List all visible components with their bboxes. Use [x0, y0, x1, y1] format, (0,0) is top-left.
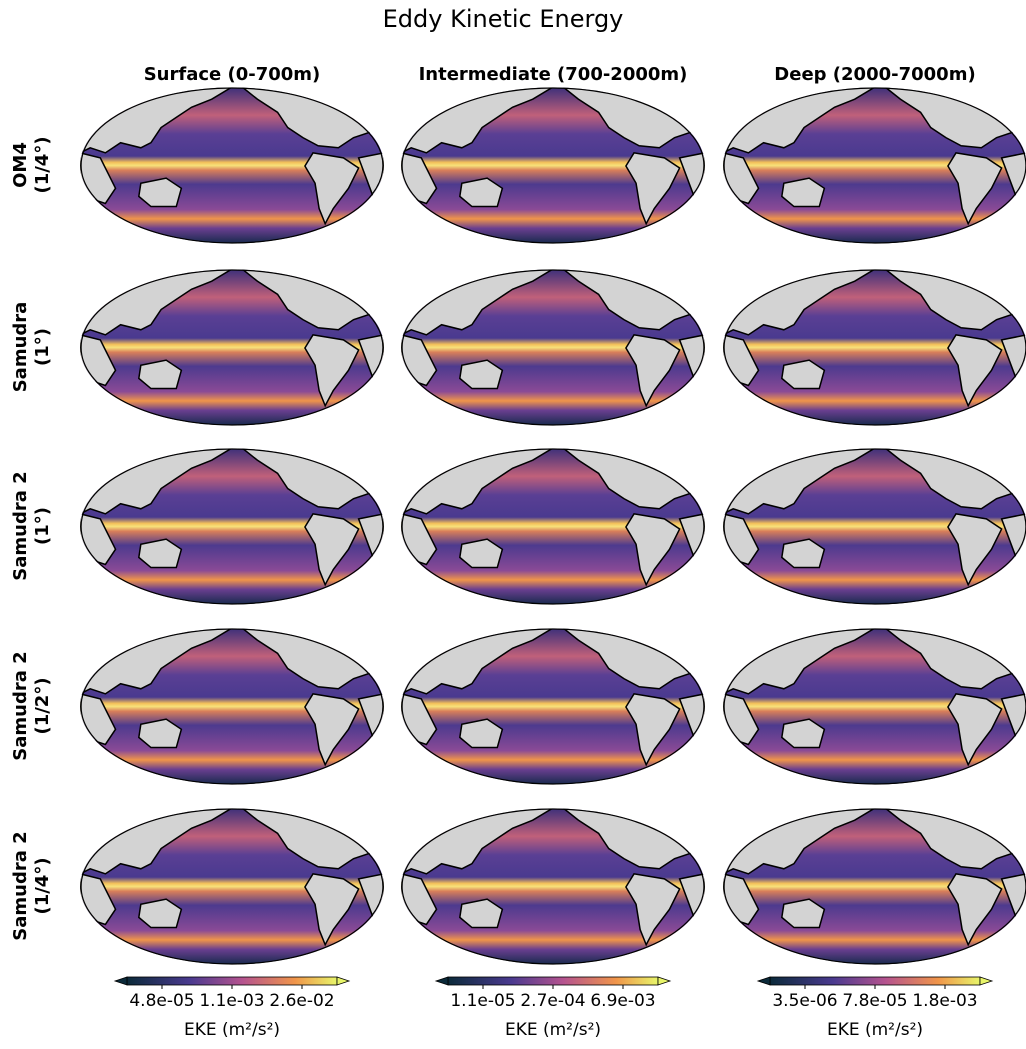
map-panel — [401, 808, 705, 965]
colorbar-extend — [434, 976, 449, 986]
row-label: Samudra 2 (1°) — [10, 471, 53, 580]
map-panel — [723, 269, 1026, 426]
column-title: Surface (0-700m) — [144, 64, 321, 85]
map-panel — [80, 808, 384, 965]
colorbar-tick-label: 7.8e-05 — [842, 991, 907, 1011]
row-label-line: OM4 — [10, 142, 31, 188]
row-label-line: (1/4°) — [32, 136, 53, 193]
row-label-line: (1/2°) — [32, 677, 53, 734]
row-label-line: Samudra 2 — [10, 651, 31, 760]
colorbar-extend — [336, 976, 351, 986]
colorbar-tick-label: 1.1e-05 — [450, 991, 515, 1011]
column-title: Deep (2000-7000m) — [774, 64, 975, 85]
colorbar-extend — [657, 976, 672, 986]
row-label-line: Samudra 2 — [10, 471, 31, 580]
row-label-line: (1/4°) — [32, 857, 53, 914]
row-label: Samudra 2 (1/2°) — [10, 651, 53, 760]
row-label-line: Samudra — [10, 302, 31, 393]
map-panel — [401, 628, 705, 785]
row-label: Samudra 2 (1/4°) — [10, 831, 53, 940]
colorbar-tick-label: 1.8e-03 — [912, 991, 977, 1011]
colorbar-extend — [756, 976, 771, 986]
map-panel — [723, 628, 1026, 785]
colorbar-label: EKE (m²/s²) — [827, 1020, 923, 1040]
colorbar-extend — [979, 976, 994, 986]
colorbar-tick-label: 1.1e-03 — [199, 991, 264, 1011]
column-title: Intermediate (700-2000m) — [419, 64, 688, 85]
map-panel — [80, 628, 384, 785]
row-label-line: (1°) — [32, 328, 53, 366]
colorbar — [447, 976, 659, 986]
colorbar-tick-label: 4.8e-05 — [129, 991, 194, 1011]
colorbar — [126, 976, 338, 986]
map-panel — [401, 448, 705, 605]
row-label: Samudra (1°) — [10, 302, 53, 393]
colorbar-label: EKE (m²/s²) — [184, 1020, 280, 1040]
colorbar-tick-label: 2.7e-04 — [520, 991, 585, 1011]
colorbar-label: EKE (m²/s²) — [505, 1020, 601, 1040]
map-panel — [80, 87, 384, 244]
map-panel — [80, 269, 384, 426]
colorbar-tick-label: 2.6e-02 — [269, 991, 334, 1011]
map-panel — [723, 87, 1026, 244]
colorbar-extend — [113, 976, 128, 986]
colorbar-tick-label: 3.5e-06 — [772, 991, 837, 1011]
row-label-line: (1°) — [32, 507, 53, 545]
colorbar — [769, 976, 981, 986]
row-label-line: Samudra 2 — [10, 831, 31, 940]
figure-title: Eddy Kinetic Energy — [383, 5, 624, 33]
colorbar-tick-label: 6.9e-03 — [590, 991, 655, 1011]
map-panel — [401, 269, 705, 426]
row-label: OM4 (1/4°) — [10, 136, 53, 193]
map-panel — [723, 448, 1026, 605]
map-panel — [80, 448, 384, 605]
map-panel — [723, 808, 1026, 965]
map-panel — [401, 87, 705, 244]
